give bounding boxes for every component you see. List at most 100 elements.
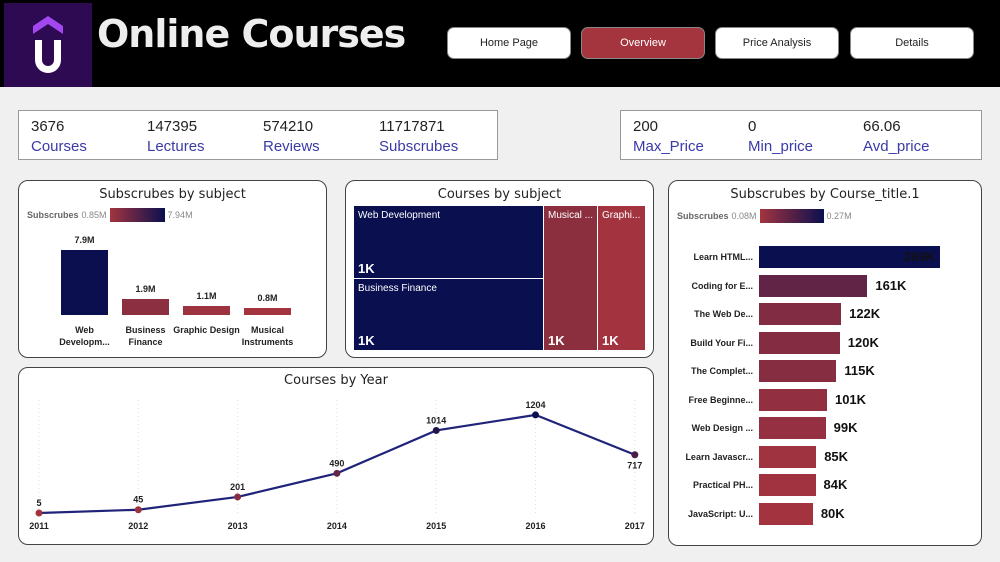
tile-name: Web Development — [358, 210, 441, 221]
chart-subscrubes-by-course-title: Subscrubes by Course_title.1 Subscrubes … — [668, 180, 982, 546]
data-point — [532, 411, 539, 419]
nav-price-analysis[interactable]: Price Analysis — [715, 27, 839, 59]
tile-value: 1K — [602, 333, 619, 348]
kpi-card-totals: 3676 Courses 147395 Lectures 574210 Revi… — [18, 110, 498, 160]
data-label: 85K — [824, 448, 849, 464]
data-label: 45 — [133, 495, 143, 505]
legend-gradient — [759, 209, 824, 223]
page-title: Online Courses — [97, 12, 406, 56]
bar[interactable] — [759, 246, 941, 268]
category-label: Web Developm... — [59, 325, 110, 347]
data-label: 99K — [833, 420, 858, 435]
header: Online Courses Home Page Overview Price … — [0, 0, 1000, 87]
bar[interactable] — [759, 417, 826, 439]
nav-details[interactable]: Details — [850, 27, 974, 59]
kpi-avg-price-value: 66.06 — [863, 118, 901, 135]
category-label: Graphic Design — [173, 325, 240, 335]
chart-courses-by-subject: Courses by subject Web Development 1K Bus… — [345, 180, 654, 358]
category-label: Learn Javascr... — [685, 451, 753, 462]
bar[interactable] — [122, 299, 169, 315]
bar[interactable] — [759, 445, 817, 468]
chart-title: Subscrubes by subject — [99, 187, 246, 202]
kpi-lectures-label: Lectures — [147, 138, 205, 155]
category-label: Coding for E... — [691, 280, 754, 291]
data-point — [35, 509, 43, 517]
category-label: Practical PH... — [692, 480, 753, 490]
bar[interactable] — [759, 360, 837, 382]
legend-max: 7.94M — [167, 210, 193, 220]
data-label: 84K — [823, 477, 848, 492]
category-label: JavaScript: U... — [687, 508, 753, 519]
kpi-reviews-label: Reviews — [263, 138, 320, 155]
data-point — [134, 506, 142, 514]
category-label: The Web De... — [694, 309, 753, 319]
tile-name: Business Finance — [358, 283, 437, 294]
data-label: 115K — [844, 363, 875, 378]
data-label: 122K — [849, 306, 881, 321]
category-label: The Complet... — [690, 366, 753, 376]
chart-title: Courses by Year — [284, 373, 388, 388]
tile-value: 1K — [548, 333, 565, 348]
data-point — [631, 451, 639, 459]
data-label: 717 — [627, 461, 642, 471]
logo — [4, 3, 92, 87]
category-label: Learn HTML... — [693, 252, 753, 262]
x-tick-label: 2013 — [228, 521, 248, 531]
bar[interactable] — [759, 388, 827, 411]
chart-legend: Subscrubes 0.08M 0.27M — [677, 209, 852, 223]
nav-overview[interactable]: Overview — [581, 27, 705, 59]
data-label: 1014 — [426, 415, 446, 425]
data-label: 0.8M — [257, 293, 278, 304]
kpi-subscrubes-value: 11717871 — [379, 118, 445, 135]
category-label: Business Finance — [125, 325, 166, 347]
treemap-tile[interactable]: Web Development 1K — [354, 206, 543, 278]
kpi-reviews-value: 574210 — [263, 118, 314, 135]
tile-name: Graphi... — [602, 210, 641, 221]
data-label: 490 — [329, 458, 344, 468]
data-label: 80K — [820, 505, 845, 521]
nav-home-page[interactable]: Home Page — [447, 27, 571, 59]
treemap-tile[interactable]: Graphi... 1K — [598, 206, 645, 350]
category-label: Free Beginne... — [688, 394, 753, 405]
data-point — [234, 493, 242, 501]
data-label: 5 — [36, 498, 41, 508]
kpi-avg-price-label: Avd_price — [863, 138, 930, 155]
chart-title: Subscrubes by Course_title.1 — [730, 187, 920, 202]
legend-label: Subscrubes — [27, 210, 79, 220]
data-label: 201 — [230, 482, 245, 492]
data-label: 120K — [847, 334, 879, 350]
kpi-min-price-label: Min_price — [748, 138, 814, 155]
x-tick-label: 2014 — [327, 521, 347, 531]
treemap-tile[interactable]: Business Finance 1K — [354, 279, 543, 350]
legend-gradient — [109, 208, 165, 222]
bar[interactable] — [759, 331, 840, 354]
bar[interactable] — [759, 474, 816, 496]
bar[interactable] — [183, 305, 230, 315]
chart-subscrubes-by-subject: Subscrubes by subject Subscrubes 0.85M 7… — [18, 180, 327, 358]
kpi-card-prices: 200 Max_Price 0 Min_price 66.06 Avd_pric… — [620, 110, 982, 160]
x-tick-label: 2011 — [29, 521, 49, 531]
kpi-courses-label: Courses — [31, 138, 87, 155]
bar[interactable] — [759, 502, 813, 525]
data-label: 161K — [875, 277, 907, 293]
data-label: 1204 — [525, 400, 545, 410]
treemap-tile[interactable]: Musical ... 1K — [544, 206, 597, 350]
tile-name: Musical ... — [548, 210, 594, 221]
legend-max: 0.27M — [826, 211, 852, 221]
data-point — [333, 469, 341, 477]
legend-label: Subscrubes — [677, 211, 729, 221]
kpi-max-price-value: 200 — [633, 118, 659, 135]
kpi-courses-value: 3676 — [31, 118, 65, 135]
data-label: 1.9M — [135, 284, 156, 295]
data-label: 1.1M — [196, 290, 217, 301]
tile-value: 1K — [358, 261, 375, 276]
x-tick-label: 2017 — [625, 521, 645, 531]
legend-min: 0.08M — [731, 211, 757, 221]
udemy-logo-icon — [33, 16, 63, 73]
bar[interactable] — [759, 274, 868, 297]
kpi-subscrubes-label: Subscrubes — [379, 138, 459, 155]
bar[interactable] — [759, 303, 842, 325]
bar[interactable] — [244, 308, 291, 315]
category-label: Build Your Fi... — [690, 337, 753, 348]
bar[interactable] — [61, 250, 108, 315]
